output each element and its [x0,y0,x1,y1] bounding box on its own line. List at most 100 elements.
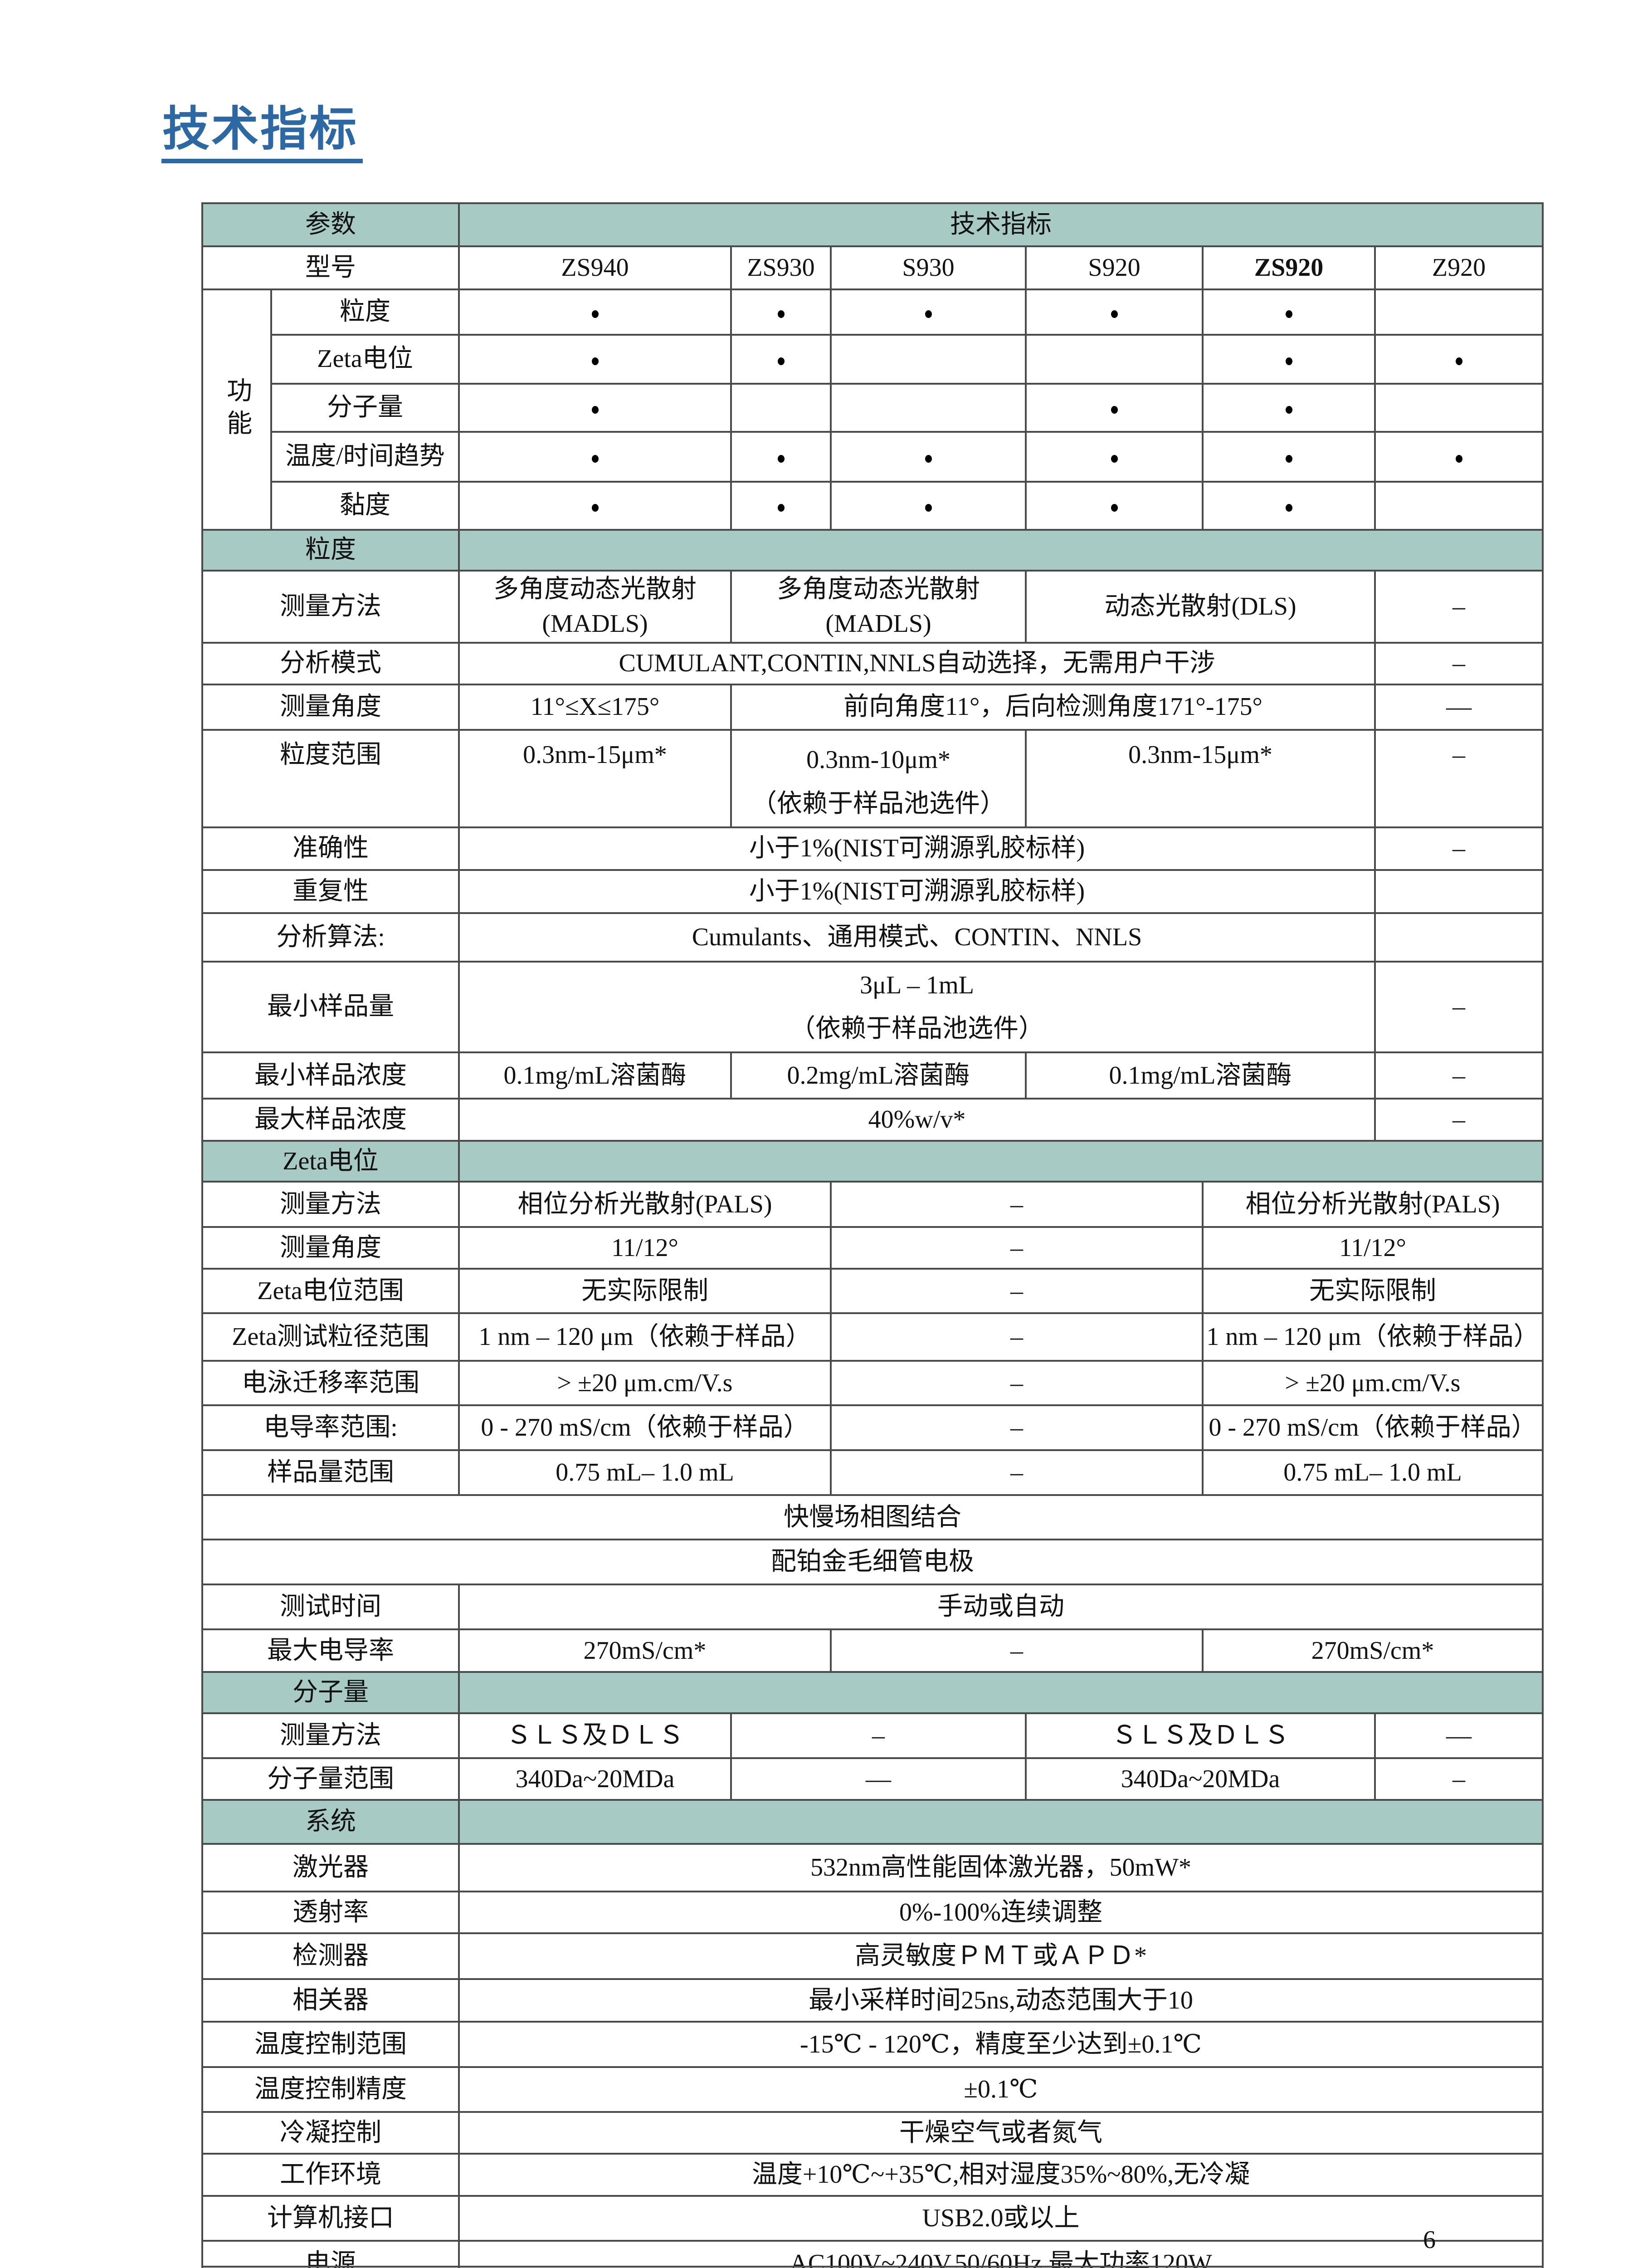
feature-dot-cell [730,481,832,531]
spec-value-cell: 0.3nm-10μm* （依赖于样品池选件） [730,729,1027,828]
feature-dot-cell [1202,481,1376,531]
spec-row-label: 相关器 [201,1978,460,2023]
spec-value-cell: 1 nm – 120 μm（依赖于样品） [1202,1312,1544,1362]
feature-dot [1111,503,1118,512]
feature-dot-cell [1202,431,1376,483]
spec-value-cell: 340Da~20MDa [458,1757,732,1801]
table-row: 尺寸580mm×365mm×195mm [201,2266,1544,2268]
feature-dot [777,503,785,512]
spec-row-label: 温度控制范围 [201,2021,460,2068]
section-header-fill [458,1140,1544,1183]
table-row: 测量角度 11°≤X≤175° 前向角度11°，后向检测角度171°-175° — [201,684,1544,731]
spec-row-label: 分析算法: [201,912,460,963]
feature-dot-cell [458,334,732,385]
spec-value-cell: 11/12° [458,1226,832,1270]
feature-dot [591,406,599,414]
spec-value-cell: 3μL – 1mL （依赖于样品池选件） [458,960,1376,1054]
spec-value-cell: – [830,1404,1204,1452]
feature-dot-cell [730,288,832,336]
spec-value-cell: 0.75 mL– 1.0 mL [1202,1449,1544,1496]
spec-row-label: 最小样品量 [201,960,460,1054]
table-row: 型号 ZS940 ZS930 S930 S920 ZS920 Z920 [201,245,1544,290]
spec-row-label: 测量角度 [201,1226,460,1270]
full-width-cell: 快慢场相图结合 [201,1494,1544,1541]
spec-value-cell: 0.3nm-15μm* [458,729,732,828]
spec-value-cell: 340Da~20MDa [1025,1757,1376,1801]
feature-dot-cell [458,288,732,336]
spec-value-cell: Cumulants、通用模式、CONTIN、NNLS [458,912,1376,963]
spec-row-label: Zeta电位范围 [201,1268,460,1315]
spec-value-cell: AC100V~240V,50/60Hz,最大功率120W [458,2240,1544,2268]
spec-value-cell: 11°≤X≤175° [458,684,732,731]
feature-dot [1285,455,1292,463]
spec-row-label: 测量方法 [201,1181,460,1228]
model-name: ZS920 [1202,245,1376,290]
spec-value-cell: – [830,1628,1204,1673]
feature-dot-cell [1374,431,1544,483]
spec-value-cell: — [730,1757,1027,1801]
spec-value-cell: 40%w/v* [458,1098,1376,1142]
spec-table-main: 参数 技术指标 型号 ZS940 ZS930 S930 S920 ZS920 Z920 功能 粒度 Z… [201,202,1544,2268]
table-row: 样品量范围 0.75 mL– 1.0 mL –0.75 mL– 1.0 mL [201,1449,1544,1496]
spec-header-cell: 技术指标 [458,202,1544,247]
table-row: 分子量 [201,1671,1544,1715]
spec-row-label: 工作环境 [201,2153,460,2197]
table-row: 快慢场相图结合 [201,1494,1544,1541]
feature-dot [1455,357,1462,365]
table-row: 透射率 0%-100%连续调整 [201,1891,1544,1935]
spec-value-cell: – [1374,1051,1544,1100]
model-name: ZS930 [730,245,832,290]
feature-dot [591,310,599,318]
feature-dot [777,455,785,463]
spec-row-label: 最大样品浓度 [201,1098,460,1142]
spec-row-label: 激光器 [201,1843,460,1893]
spec-value-cell: 11/12° [1202,1226,1544,1270]
spec-value-cell: 温度+10℃~+35℃,相对湿度35%~80%,无冷凝 [458,2153,1544,2197]
spec-row-label: 最大电导率 [201,1628,460,1673]
page-title: 技术指标 [161,103,363,164]
spec-value-cell: – [730,1712,1027,1760]
table-row: 准确性 小于1%(NIST可溯源乳胶标样) – [201,826,1544,871]
table-row: 相关器 最小采样时间25ns,动态范围大于10 [201,1978,1544,2023]
spec-row-label: 测量方法 [201,1712,460,1760]
function-row-label: 黏度 [270,481,460,531]
feature-dot-cell [1374,383,1544,433]
spec-value-cell [1374,869,1544,914]
table-row: 最小样品浓度 0.1mg/mL溶菌酶 0.2mg/mL溶菌酶 0.1mg/mL溶菌酶 – [201,1051,1544,1100]
full-width-cell: 配铂金毛细管电极 [201,1539,1544,1586]
table-row: 激光器 532nm高性能固体激光器，50mW* [201,1843,1544,1893]
spec-value-cell: ＳＬＳ及ＤＬＳ [1025,1712,1376,1760]
model-name: Z920 [1374,245,1544,290]
spec-value-cell: 0.1mg/mL溶菌酶 [458,1051,732,1100]
spec-value-cell: – [1374,569,1544,644]
feature-dot-cell [458,383,732,433]
spec-row-label: 准确性 [201,826,460,871]
feature-dot-cell [1025,431,1204,483]
function-row-label: Zeta电位 [270,334,460,385]
feature-dot-cell [1025,288,1204,336]
table-row: 测试时间 手动或自动 [201,1584,1544,1631]
function-row-label: 粒度 [270,288,460,336]
page-number: 6 [1423,2226,1436,2254]
table-row: 温度控制范围 -15℃ - 120℃，精度至少达到±0.1℃ [201,2021,1544,2068]
spec-value-cell: 多角度动态光散射(MADLS) [730,569,1027,644]
feature-dot-cell [458,481,732,531]
feature-dot-cell [730,334,832,385]
spec-row-label: 测量角度 [201,684,460,731]
spec-value-cell: 干燥空气或者氮气 [458,2111,1544,2155]
spec-row-label: Zeta测试粒径范围 [201,1312,460,1362]
spec-value-cell: 相位分析光散射(PALS) [458,1181,832,1228]
feature-dot [925,455,932,463]
spec-value-cell: — [1374,1712,1544,1760]
spec-row-label: 电泳迁移率范围 [201,1360,460,1407]
table-row: 电导率范围: 0 - 270 mS/cm（依赖于样品） –0 - 270 mS/cm… [201,1404,1544,1452]
spec-value-cell: -15℃ - 120℃，精度至少达到±0.1℃ [458,2021,1544,2068]
spec-row-label: 透射率 [201,1891,460,1935]
spec-value-cell: ＳＬＳ及ＤＬＳ [458,1712,732,1760]
table-row: 检测器 高灵敏度ＰＭＴ或ＡＰＤ* [201,1932,1544,1980]
table-row: 系统 [201,1799,1544,1845]
feature-dot-cell [830,288,1027,336]
model-name: ZS940 [458,245,732,290]
section-header-label: 分子量 [201,1671,460,1715]
section-header-label: Zeta电位 [201,1140,460,1183]
